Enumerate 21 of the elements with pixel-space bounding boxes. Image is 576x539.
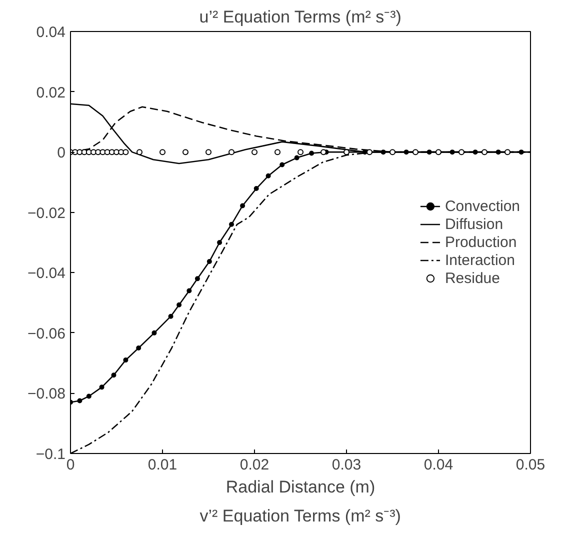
legend-label: Diffusion [444,215,504,233]
x-tick-label: 0.02 [240,456,270,474]
x-tick-label: 0.03 [332,456,362,474]
x-tick-label: 0.05 [516,456,546,474]
y-tick-label: −0.04 [28,265,66,282]
y-tick-label: −0.08 [28,386,66,403]
y-tick-label: 0.02 [36,84,66,102]
y-tick-label: 0.04 [36,24,66,41]
y-tick-label: 0 [57,144,66,162]
legend-label: Convection [444,197,520,215]
legend-label: Residue [444,269,500,287]
chart-title: u’² Equation Terms (m² s⁻³) [199,8,402,26]
legend-label: Production [444,233,517,251]
x-tick-label: 0.04 [424,456,454,474]
x-axis-title: Radial Distance (m) [226,478,376,496]
legend-label: Interaction [444,251,515,269]
text: v’² Equation Terms (m² s⁻³) [200,506,401,526]
x-tick-label: 0.01 [148,456,178,474]
y-tick-label: −0.06 [28,325,66,342]
y-tick-label: −0.1 [36,446,66,463]
y-tick-label: −0.02 [28,204,66,222]
